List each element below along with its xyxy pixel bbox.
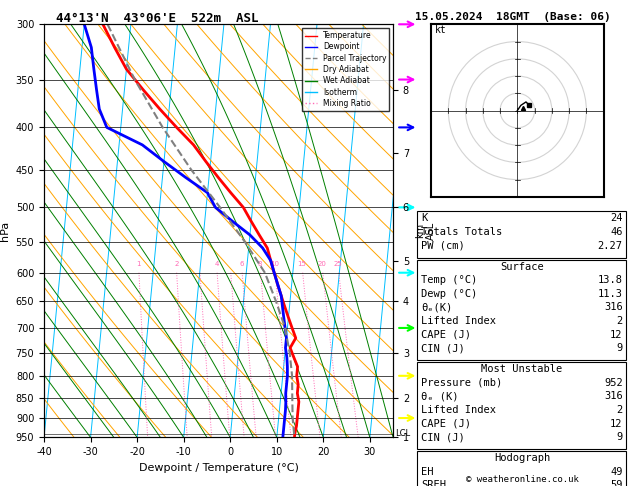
Text: 9: 9 bbox=[616, 432, 623, 442]
Text: 2: 2 bbox=[174, 260, 179, 267]
Text: Lifted Index: Lifted Index bbox=[421, 405, 496, 415]
Text: 12: 12 bbox=[610, 330, 623, 340]
Text: CAPE (J): CAPE (J) bbox=[421, 330, 471, 340]
Text: 6: 6 bbox=[240, 260, 244, 267]
Text: Surface: Surface bbox=[500, 261, 544, 272]
Text: 20: 20 bbox=[318, 260, 326, 267]
Text: © weatheronline.co.uk: © weatheronline.co.uk bbox=[465, 474, 579, 484]
Text: EH: EH bbox=[421, 467, 434, 477]
Text: θₑ(K): θₑ(K) bbox=[421, 302, 453, 312]
Text: 2: 2 bbox=[616, 316, 623, 326]
Text: CIN (J): CIN (J) bbox=[421, 432, 465, 442]
Text: 952: 952 bbox=[604, 378, 623, 388]
Text: kt: kt bbox=[435, 25, 447, 35]
Text: 8: 8 bbox=[258, 260, 262, 267]
Legend: Temperature, Dewpoint, Parcel Trajectory, Dry Adiabat, Wet Adiabat, Isotherm, Mi: Temperature, Dewpoint, Parcel Trajectory… bbox=[302, 28, 389, 111]
Text: Hodograph: Hodograph bbox=[494, 453, 550, 463]
Text: LCL: LCL bbox=[396, 429, 411, 438]
X-axis label: Dewpoint / Temperature (°C): Dewpoint / Temperature (°C) bbox=[138, 463, 299, 473]
Text: 24: 24 bbox=[610, 213, 623, 224]
Text: PW (cm): PW (cm) bbox=[421, 241, 465, 251]
Text: 25: 25 bbox=[334, 260, 342, 267]
Y-axis label: hPa: hPa bbox=[0, 221, 10, 241]
Y-axis label: km
ASL: km ASL bbox=[415, 222, 437, 240]
Text: 9: 9 bbox=[616, 343, 623, 353]
Text: Lifted Index: Lifted Index bbox=[421, 316, 496, 326]
Text: 2: 2 bbox=[616, 405, 623, 415]
Text: 10: 10 bbox=[270, 260, 279, 267]
Text: SREH: SREH bbox=[421, 481, 447, 486]
Text: CAPE (J): CAPE (J) bbox=[421, 418, 471, 429]
Text: 316: 316 bbox=[604, 391, 623, 401]
Text: 13.8: 13.8 bbox=[598, 275, 623, 285]
Text: 4: 4 bbox=[214, 260, 219, 267]
Text: 49: 49 bbox=[610, 467, 623, 477]
Text: 316: 316 bbox=[604, 302, 623, 312]
Text: 46: 46 bbox=[610, 227, 623, 237]
Text: 1: 1 bbox=[136, 260, 141, 267]
Text: Pressure (mb): Pressure (mb) bbox=[421, 378, 503, 388]
Text: 59: 59 bbox=[610, 481, 623, 486]
Text: 12: 12 bbox=[610, 418, 623, 429]
Text: θₑ (K): θₑ (K) bbox=[421, 391, 459, 401]
Text: 11.3: 11.3 bbox=[598, 289, 623, 299]
Text: Most Unstable: Most Unstable bbox=[481, 364, 563, 374]
Text: 15.05.2024  18GMT  (Base: 06): 15.05.2024 18GMT (Base: 06) bbox=[415, 12, 611, 22]
Text: 15: 15 bbox=[298, 260, 306, 267]
Text: 2.27: 2.27 bbox=[598, 241, 623, 251]
Text: CIN (J): CIN (J) bbox=[421, 343, 465, 353]
Text: 44°13'N  43°06'E  522m  ASL: 44°13'N 43°06'E 522m ASL bbox=[56, 12, 259, 25]
Text: Totals Totals: Totals Totals bbox=[421, 227, 503, 237]
Text: Dewp (°C): Dewp (°C) bbox=[421, 289, 477, 299]
Text: K: K bbox=[421, 213, 428, 224]
Text: Temp (°C): Temp (°C) bbox=[421, 275, 477, 285]
